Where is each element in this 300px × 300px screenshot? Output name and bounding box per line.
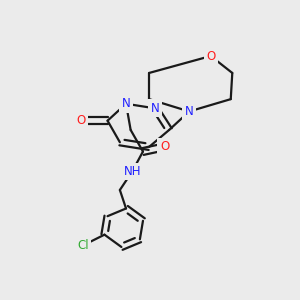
Text: N: N (122, 97, 130, 110)
Text: NH: NH (123, 165, 141, 178)
Text: N: N (185, 105, 194, 118)
Text: Cl: Cl (77, 239, 89, 252)
Text: O: O (206, 50, 215, 62)
Text: O: O (160, 140, 169, 153)
Text: O: O (77, 114, 86, 127)
Text: N: N (151, 102, 160, 115)
